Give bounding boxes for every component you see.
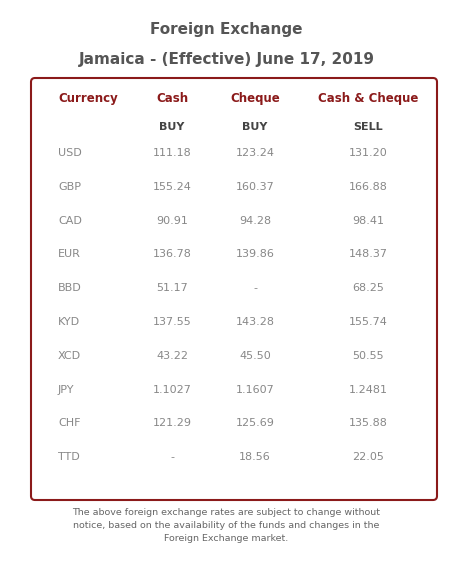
Text: 50.55: 50.55 [352,351,384,361]
Text: 1.1607: 1.1607 [236,384,275,395]
Text: XCD: XCD [58,351,81,361]
Text: 90.91: 90.91 [156,216,188,225]
Text: 45.50: 45.50 [239,351,271,361]
Text: BUY: BUY [242,122,268,132]
Text: SELL: SELL [353,122,383,132]
Text: 160.37: 160.37 [236,182,275,192]
Text: 148.37: 148.37 [348,249,387,260]
Text: 51.17: 51.17 [156,283,188,293]
Text: GBP: GBP [58,182,81,192]
Text: 123.24: 123.24 [236,148,275,158]
FancyBboxPatch shape [31,78,437,500]
Text: JPY: JPY [58,384,74,395]
Text: -: - [253,283,257,293]
Text: Cheque: Cheque [230,92,280,105]
Text: 143.28: 143.28 [236,317,275,327]
Text: 166.88: 166.88 [348,182,387,192]
Text: CAD: CAD [58,216,82,225]
Text: BUY: BUY [159,122,185,132]
Text: Foreign Exchange: Foreign Exchange [150,22,303,37]
Text: 1.2481: 1.2481 [348,384,387,395]
Text: TTD: TTD [58,452,80,462]
Text: 18.56: 18.56 [239,452,271,462]
Text: 1.1027: 1.1027 [153,384,192,395]
Text: 98.41: 98.41 [352,216,384,225]
Text: 94.28: 94.28 [239,216,271,225]
Text: 111.18: 111.18 [153,148,191,158]
Text: 121.29: 121.29 [153,418,192,428]
Text: Cash & Cheque: Cash & Cheque [318,92,418,105]
Text: EUR: EUR [58,249,81,260]
Text: 155.24: 155.24 [153,182,192,192]
Text: 135.88: 135.88 [348,418,387,428]
Text: BBD: BBD [58,283,82,293]
Text: 139.86: 139.86 [236,249,275,260]
Text: CHF: CHF [58,418,81,428]
Text: 131.20: 131.20 [349,148,387,158]
Text: 155.74: 155.74 [348,317,387,327]
Text: KYD: KYD [58,317,80,327]
Text: 22.05: 22.05 [352,452,384,462]
Text: 125.69: 125.69 [236,418,275,428]
Text: The above foreign exchange rates are subject to change without
notice, based on : The above foreign exchange rates are sub… [72,508,381,543]
Text: -: - [170,452,174,462]
Text: 68.25: 68.25 [352,283,384,293]
Text: Cash: Cash [156,92,188,105]
Text: Currency: Currency [58,92,118,105]
Text: 136.78: 136.78 [153,249,192,260]
Text: USD: USD [58,148,82,158]
Text: Jamaica - (Effective) June 17, 2019: Jamaica - (Effective) June 17, 2019 [78,52,375,67]
Text: 137.55: 137.55 [153,317,191,327]
Text: 43.22: 43.22 [156,351,188,361]
